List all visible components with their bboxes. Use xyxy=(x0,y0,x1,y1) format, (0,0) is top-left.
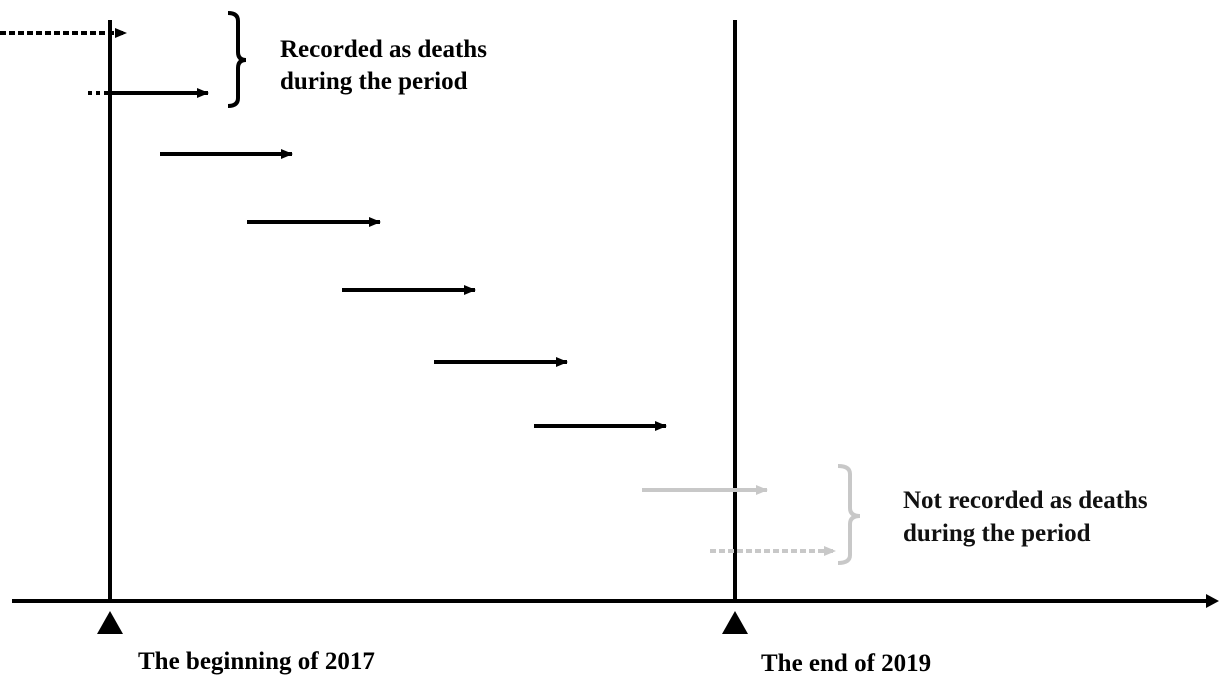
start-marker-label: The beginning of 2017 xyxy=(138,648,375,675)
not-recorded-label-line2: during the period xyxy=(903,520,1091,547)
start-marker-triangle-icon xyxy=(97,611,123,634)
not-recorded-bracket-icon xyxy=(837,464,861,565)
recorded-label-line2: during the period xyxy=(280,68,468,95)
right-arrow-icon xyxy=(1206,594,1219,608)
end-marker-label: The end of 2019 xyxy=(761,650,931,675)
recorded-bracket-icon xyxy=(227,11,247,108)
recorded-label-line1: Recorded as deaths xyxy=(280,36,487,63)
time-axis xyxy=(12,594,1219,608)
end-marker-triangle-icon xyxy=(722,611,748,634)
not-recorded-label-line1: Not recorded as deaths xyxy=(903,487,1148,514)
